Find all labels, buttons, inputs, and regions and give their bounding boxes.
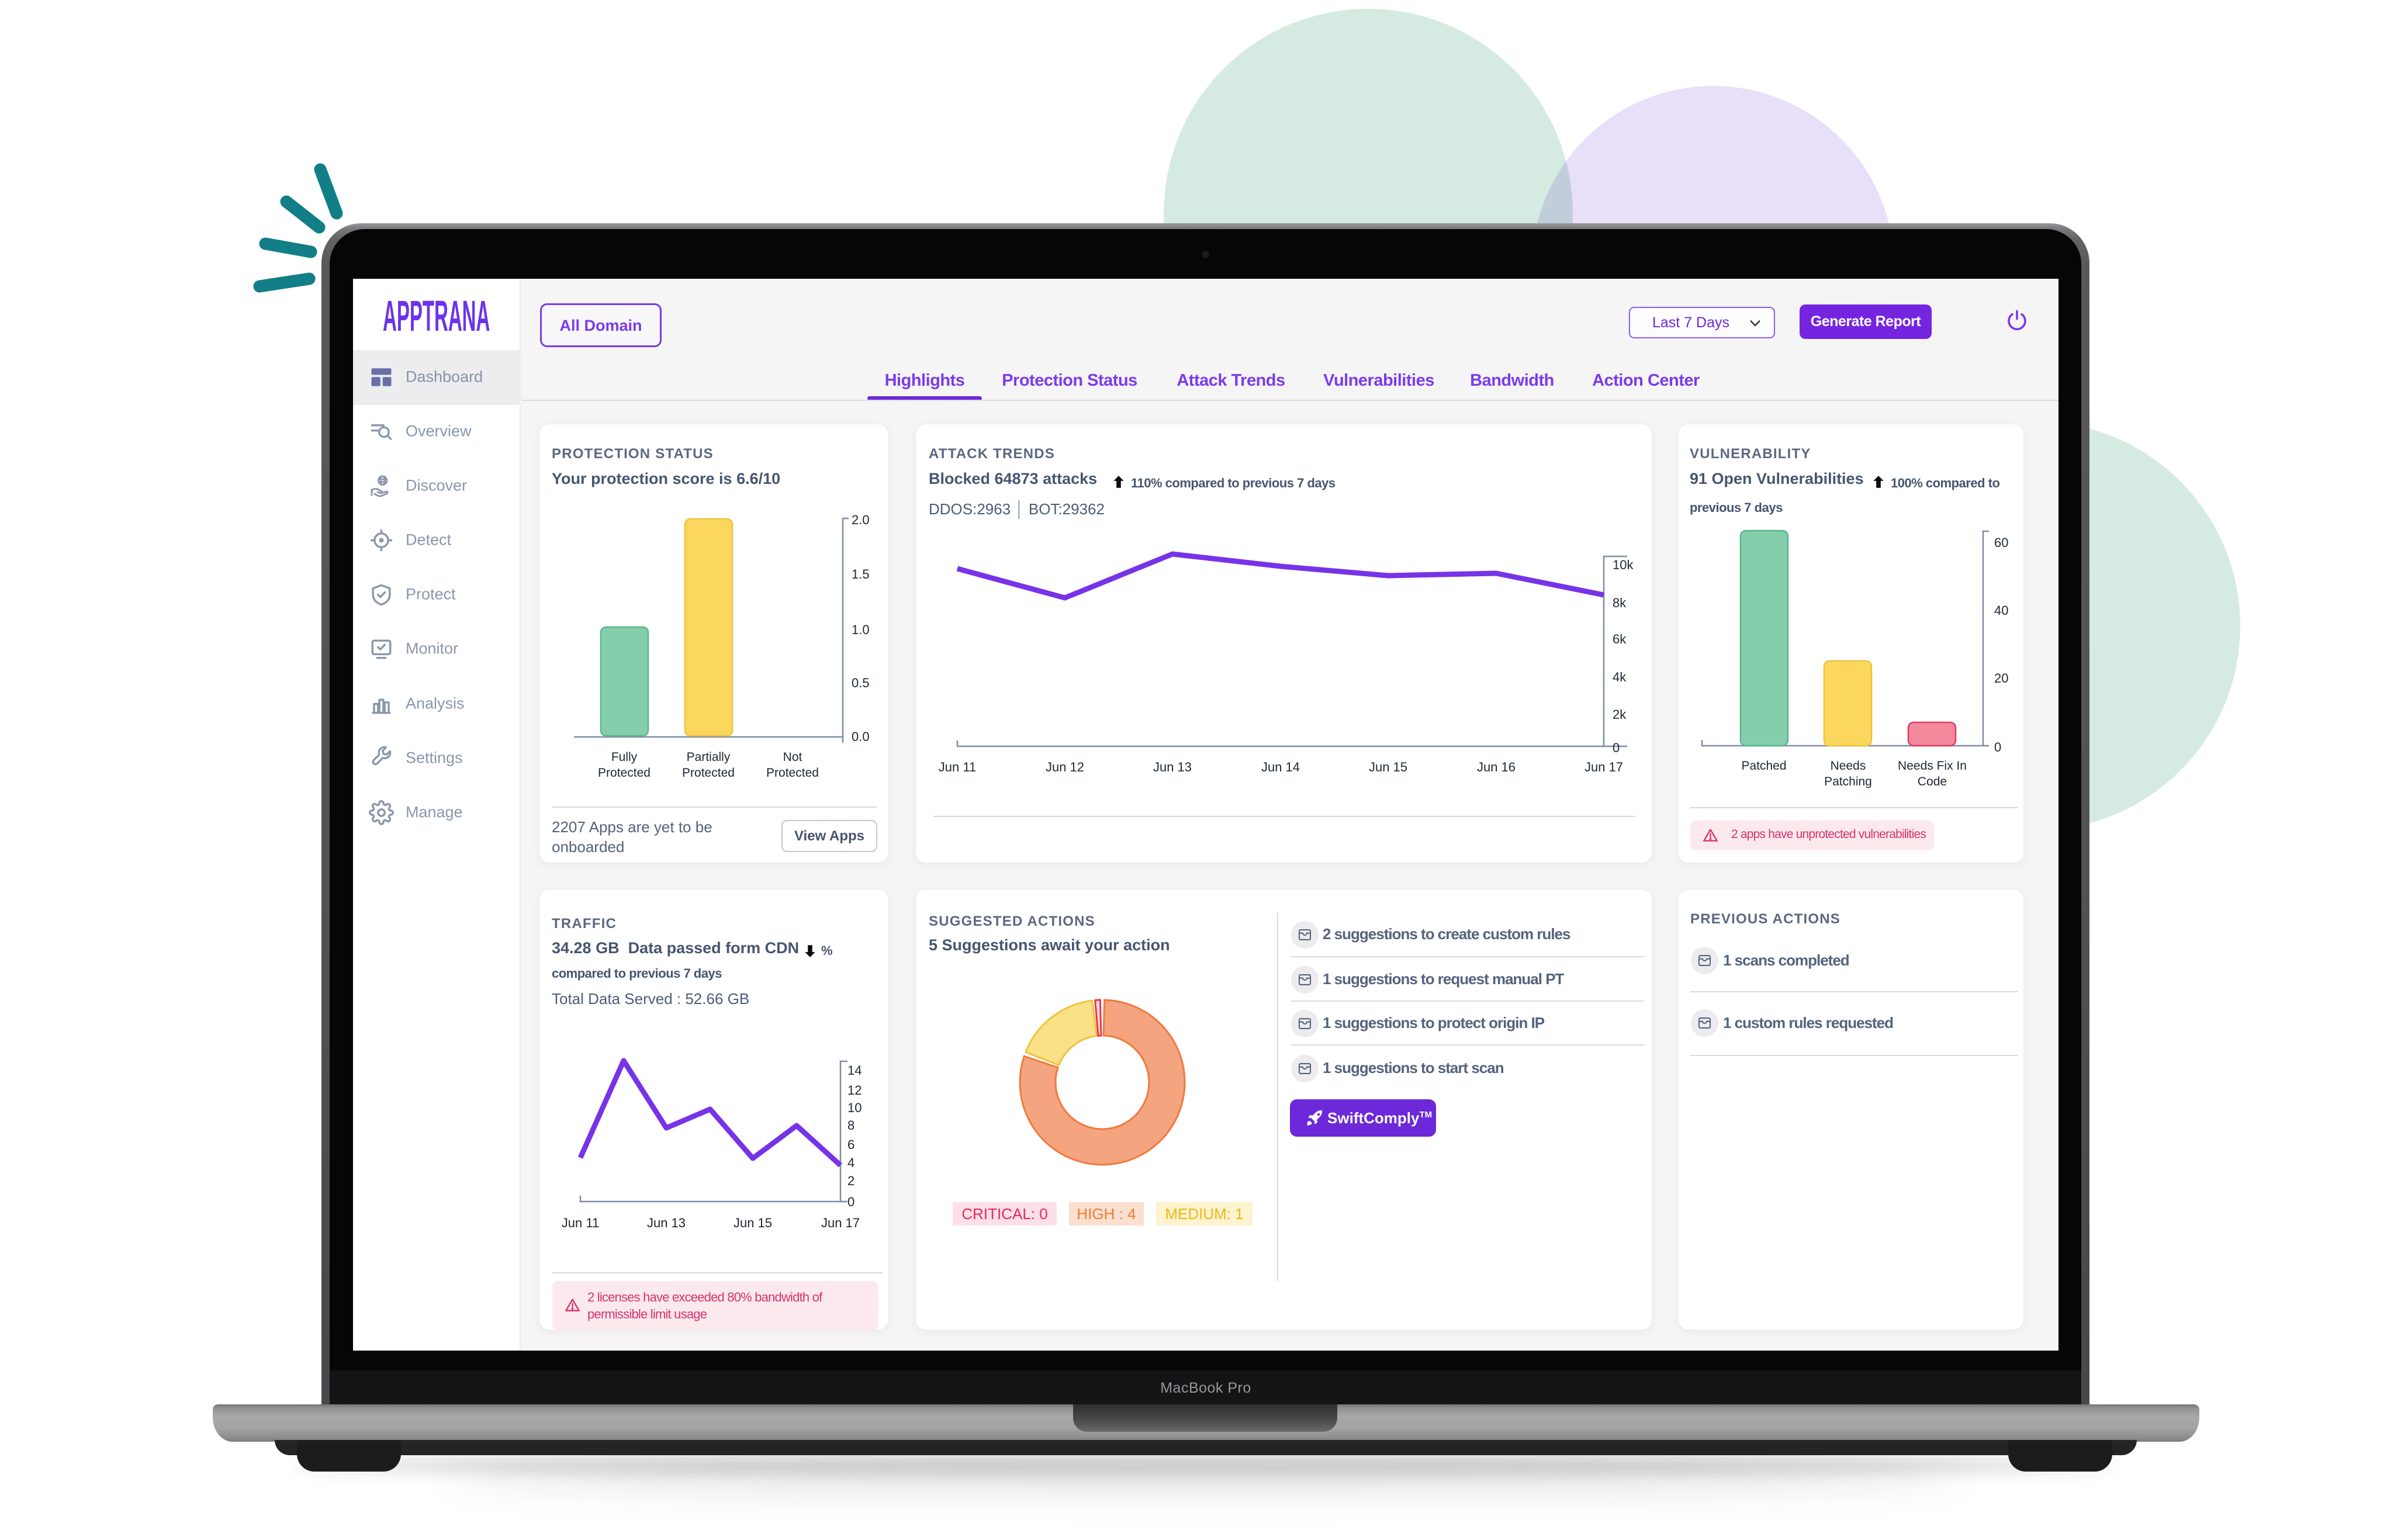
svg-text:60: 60 <box>1994 535 2008 550</box>
svg-text:1.5: 1.5 <box>852 567 870 581</box>
svg-text:20: 20 <box>1994 671 2008 686</box>
svg-text:2: 2 <box>847 1174 854 1188</box>
svg-text:Jun 11: Jun 11 <box>939 760 976 774</box>
svg-text:4: 4 <box>847 1155 854 1170</box>
svg-text:12: 12 <box>847 1083 862 1098</box>
svg-text:Jun 17: Jun 17 <box>1584 760 1623 774</box>
svg-text:0: 0 <box>847 1195 854 1209</box>
svg-text:Jun 15: Jun 15 <box>1369 760 1407 774</box>
svg-text:Jun 16: Jun 16 <box>1477 760 1516 774</box>
svg-text:2.0: 2.0 <box>852 513 870 527</box>
svg-text:0: 0 <box>1994 740 2001 754</box>
svg-text:Jun 15: Jun 15 <box>734 1216 772 1230</box>
svg-text:14: 14 <box>847 1063 862 1078</box>
svg-text:Jun 17: Jun 17 <box>821 1216 860 1230</box>
svg-text:6k: 6k <box>1613 632 1627 646</box>
svg-text:1.0: 1.0 <box>852 622 870 637</box>
svg-text:4k: 4k <box>1613 670 1627 684</box>
svg-text:10: 10 <box>847 1100 862 1115</box>
svg-text:0: 0 <box>1613 740 1620 755</box>
svg-text:8: 8 <box>847 1118 854 1133</box>
svg-text:6: 6 <box>847 1137 854 1152</box>
svg-text:0.5: 0.5 <box>852 676 870 690</box>
svg-text:10k: 10k <box>1613 558 1634 572</box>
svg-text:Jun 13: Jun 13 <box>647 1216 686 1230</box>
svg-text:40: 40 <box>1994 603 2008 618</box>
svg-text:8k: 8k <box>1613 596 1627 610</box>
svg-text:0.0: 0.0 <box>852 729 870 744</box>
svg-text:Jun 13: Jun 13 <box>1153 760 1192 774</box>
svg-text:Jun 12: Jun 12 <box>1046 760 1084 774</box>
svg-text:Jun 11: Jun 11 <box>562 1216 599 1230</box>
svg-text:Jun 14: Jun 14 <box>1261 760 1300 774</box>
svg-text:2k: 2k <box>1613 707 1627 722</box>
